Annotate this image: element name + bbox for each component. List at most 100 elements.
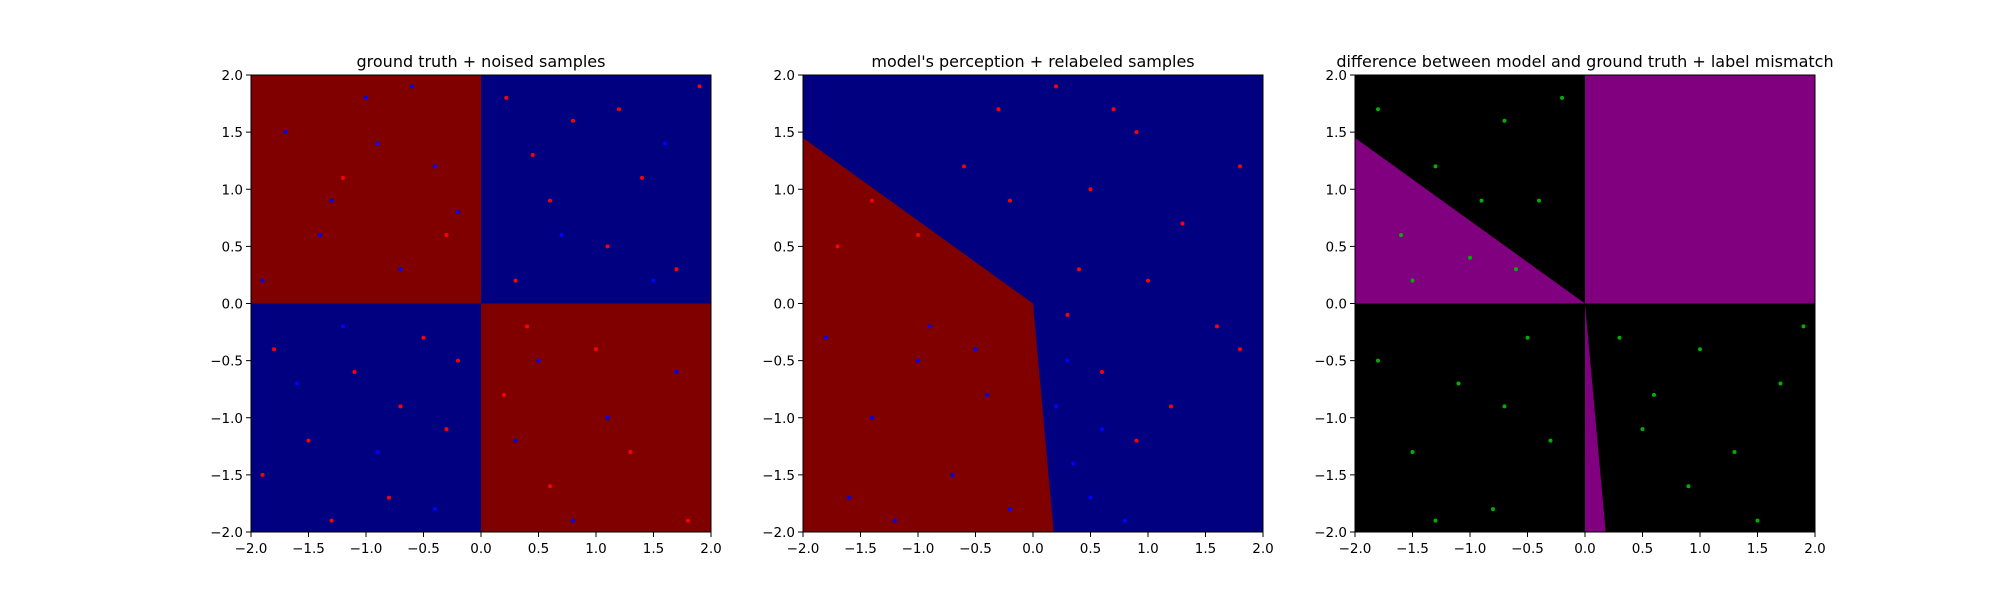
data-point: [1732, 450, 1737, 455]
y-tick-label: −1.0: [762, 411, 795, 427]
data-point: [433, 164, 437, 169]
y-tick-label: −1.5: [210, 468, 243, 484]
data-point: [996, 107, 1001, 112]
background-regions: [1355, 75, 1815, 532]
data-point: [962, 164, 966, 169]
data-point: [536, 358, 541, 363]
x-tick-label: 0.5: [528, 541, 549, 557]
data-point: [847, 495, 851, 500]
x-tick-label: 1.0: [585, 541, 606, 557]
data-point: [318, 232, 322, 237]
x-tick-label: 1.5: [1747, 541, 1768, 557]
data-point: [1111, 107, 1116, 112]
data-point: [1468, 255, 1472, 260]
y-tick-label: 0.5: [222, 239, 243, 255]
x-tick-label: 1.0: [1137, 541, 1158, 557]
y-tick-label: −2.0: [762, 525, 795, 541]
data-point: [295, 381, 299, 386]
data-point: [352, 370, 357, 375]
background-regions: [803, 75, 1263, 532]
data-point: [1376, 358, 1380, 363]
data-point: [674, 370, 679, 375]
data-point: [1238, 347, 1242, 352]
data-point: [1008, 507, 1012, 512]
y-tick-label: 0.5: [774, 239, 795, 255]
data-point: [916, 358, 920, 363]
data-point: [433, 507, 437, 512]
data-point: [1755, 518, 1760, 523]
data-point: [1525, 335, 1530, 340]
region-red: [803, 137, 1054, 532]
y-tick-label: −0.5: [1314, 354, 1347, 370]
region-mismatch-3: [1585, 303, 1606, 532]
data-point: [1088, 187, 1093, 192]
data-point: [916, 232, 920, 237]
data-point: [1491, 507, 1495, 512]
data-point: [1215, 324, 1219, 329]
y-tick-label: 1.5: [1326, 125, 1347, 141]
data-point: [927, 324, 932, 329]
data-point: [1433, 164, 1438, 169]
data-point: [513, 278, 518, 283]
data-point: [1698, 347, 1702, 352]
data-point: [1088, 495, 1093, 500]
data-point: [513, 438, 518, 443]
data-point: [1054, 404, 1058, 409]
x-tick-label: −1.0: [1454, 541, 1487, 557]
x-tick-label: 0.5: [1632, 541, 1653, 557]
y-tick-label: 0.0: [222, 297, 243, 313]
data-point: [594, 347, 598, 352]
data-point: [1548, 438, 1553, 443]
chart-panel-3: −2.0 −1.5 −1.0 −0.5 0.0 0.5 1.0 1.5 2.0 −2.0 −1.5 −…: [1314, 52, 1833, 557]
data-point: [502, 392, 506, 397]
data-point: [1479, 198, 1484, 203]
data-point: [651, 278, 656, 283]
data-point: [1456, 381, 1461, 386]
data-point: [375, 141, 380, 146]
data-point: [1071, 461, 1076, 466]
data-point: [1537, 198, 1541, 203]
y-tick-label: 1.0: [774, 182, 795, 198]
y-tick-label: 1.5: [222, 125, 243, 141]
data-point: [1410, 450, 1415, 455]
region-top-left: [251, 75, 481, 304]
series-1: [835, 84, 1242, 443]
data-point: [341, 175, 345, 180]
data-point: [504, 95, 509, 100]
data-point: [559, 232, 564, 237]
data-point: [1077, 267, 1081, 272]
data-point: [628, 450, 633, 455]
y-tick-label: −2.0: [1314, 525, 1347, 541]
x-tick-label: −1.5: [844, 541, 877, 557]
x-tick-label: −0.5: [1511, 541, 1544, 557]
data-point: [950, 472, 955, 477]
region-top-right: [481, 75, 711, 304]
data-point: [1410, 278, 1415, 283]
x-tick-label: −0.5: [407, 541, 440, 557]
x-tick-label: −1.5: [292, 541, 325, 557]
data-point: [893, 518, 897, 523]
data-point: [375, 450, 380, 455]
chart-panel-2: −2.0 −1.5 −1.0 −0.5 0.0 0.5 1.0 1.5 2.0 −2.0 −1.5 −…: [762, 52, 1274, 557]
y-tick-label: −0.5: [210, 354, 243, 370]
data-point: [548, 484, 552, 489]
data-point: [663, 141, 667, 146]
data-point: [398, 267, 403, 272]
data-point: [870, 415, 874, 420]
data-point: [421, 335, 426, 340]
series-1: [1376, 95, 1806, 523]
data-point: [1008, 198, 1012, 203]
data-point: [1100, 427, 1104, 432]
chart-title: model's perception + relabeled samples: [871, 52, 1194, 71]
series-2: [824, 324, 1127, 523]
y-tick-label: 1.0: [1326, 182, 1347, 198]
x-tick-label: 0.5: [1080, 541, 1101, 557]
data-point: [617, 107, 621, 112]
y-tick-label: 2.0: [1326, 68, 1347, 84]
series-1: [260, 84, 702, 523]
data-point: [1617, 335, 1622, 340]
series-2: [260, 84, 679, 523]
data-point: [306, 438, 311, 443]
data-point: [1180, 221, 1185, 226]
data-point: [260, 278, 265, 283]
